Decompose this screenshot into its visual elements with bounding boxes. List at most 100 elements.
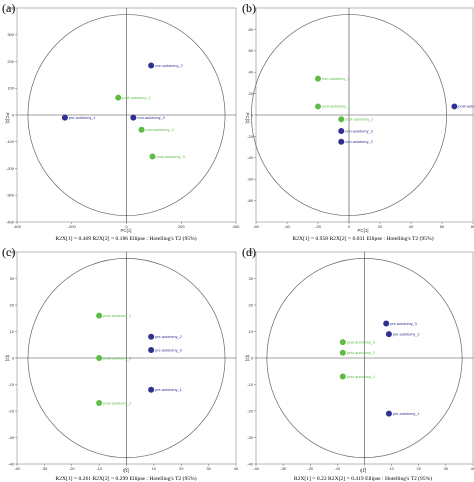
- panel-b-caption: R2X[1] = 0.958 R2X[2] = 0.031 Ellipse : …: [292, 235, 433, 242]
- panel-a-point-label: non-autotomy_3: [137, 116, 164, 120]
- panel-b-ytick-label: -20: [247, 134, 254, 139]
- panel-a-ytick-label: 100: [7, 86, 14, 91]
- panel-c-xtick-label: 30: [206, 466, 211, 471]
- panel-d-point: [385, 410, 392, 417]
- panel-b-point-label: post-autotomy_2: [345, 118, 373, 122]
- panel-d-ytick-label: 0: [251, 355, 254, 360]
- panel-a-point-label: non-autotomy_2: [155, 64, 182, 68]
- panel-c-ytick-label: 40: [10, 249, 15, 254]
- panel-c-xlabel: t[1]: [123, 468, 129, 473]
- panel-b-xtick-label: -60: [253, 224, 260, 229]
- panel-d-ytick-label: -40: [247, 461, 254, 466]
- panel-d-ytick-label: 40: [249, 249, 254, 254]
- panel-b-ytick-label: 0: [251, 112, 254, 117]
- panel-a-point: [149, 153, 156, 160]
- panel-d-point-label: post-autotomy_2: [347, 351, 375, 355]
- panel-b-xtick-label: 0: [348, 224, 351, 229]
- panel-c-xtick-label: -10: [96, 466, 103, 471]
- panel-d-xtick-label: 40: [471, 466, 474, 471]
- panel-a-ytick-label: 400: [7, 5, 14, 10]
- panel-a-point-label: post-autotomy_2: [146, 128, 174, 132]
- panel-c-xtick-label: 10: [152, 466, 157, 471]
- panel-b-ylabel: PC[2]: [245, 113, 250, 124]
- panel-c-point-label: pre-autotomy_3: [155, 348, 182, 352]
- panel-d-point: [339, 349, 346, 356]
- panel-a-ytick-label: 300: [7, 32, 14, 37]
- panel-b-point: [338, 138, 345, 145]
- panel-b-point: [315, 75, 321, 82]
- panel-c-ytick-label: 10: [10, 329, 15, 334]
- panel-d-point: [385, 331, 392, 338]
- panel-c-ytick-label: 30: [10, 276, 15, 281]
- panel-c-xtick-label: -20: [69, 466, 76, 471]
- panel-b-xlabel: PC[1]: [358, 228, 369, 233]
- panel-c-xtick-label: 40: [234, 466, 239, 471]
- panel-d-letter: (d): [242, 245, 256, 259]
- panel-a-ytick-label: -400: [6, 219, 15, 224]
- panel-c-point: [148, 386, 155, 393]
- panel-b-xtick-label: -40: [284, 224, 291, 229]
- panel-b-xtick-label: 60: [440, 224, 445, 229]
- panel-d-xtick-label: 10: [389, 466, 394, 471]
- panel-d-point: [339, 339, 346, 346]
- panel-a-xtick-label: -400: [13, 224, 22, 229]
- panel-d-ytick-label: -20: [247, 408, 254, 413]
- panel-c-point: [148, 333, 155, 340]
- panel-d-xtick-label: 0: [363, 466, 366, 471]
- panel-b-ytick-label: 20: [249, 91, 254, 96]
- panel-c-point: [96, 312, 103, 319]
- panel-c-point-label: pre-autotomy_1: [155, 388, 182, 392]
- panel-d-point-label: post-autotomy_1: [347, 375, 375, 379]
- panel-a-ytick-label: -100: [6, 139, 15, 144]
- panel-b-ytick-label: 80: [249, 27, 254, 32]
- panel-b-ytick-label: 60: [249, 48, 254, 53]
- panel-b-point: [315, 103, 321, 110]
- panel-a-point: [130, 114, 137, 121]
- panel-c-xtick-label: 20: [179, 466, 184, 471]
- panel-c-point: [148, 347, 155, 354]
- panel-c-xtick-label: -40: [14, 466, 21, 471]
- panel-a-point-label: post-autotomy_3: [157, 155, 185, 159]
- panel-b-letter: (b): [242, 1, 256, 15]
- panel-b-point-label: non-autotomy_1: [322, 77, 349, 81]
- panel-a-xtick-label: 0: [125, 224, 128, 229]
- panel-a-point-label: pre-autotomy_1: [69, 116, 96, 120]
- panel-d-point: [383, 320, 390, 327]
- panel-d-ytick-label: 10: [249, 329, 254, 334]
- panel-d-point-label: pre-autotomy_2: [393, 332, 420, 336]
- panel-d-xtick-label: -10: [334, 466, 341, 471]
- panel-d-xtick-label: 20: [417, 466, 422, 471]
- panel-b-ytick-label: 40: [249, 70, 254, 75]
- panel-b-ytick-label: -40: [247, 155, 254, 160]
- panel-c-point: [96, 355, 103, 361]
- panel-b-xtick-label: 80: [471, 224, 474, 229]
- panel-a-caption: R2X[1] = 0.469 R2X[2] = 0.186 Ellipse : …: [55, 235, 196, 242]
- panel-c-point: [96, 400, 103, 407]
- panel-d-ylabel: t[2]: [245, 355, 250, 361]
- panel-c-point-label: pre-autotomy_2: [155, 335, 182, 339]
- panel-d-point-label: pre-autotomy_3: [390, 322, 417, 326]
- panel-a-point: [148, 62, 155, 69]
- panel-b-xtick-label: -20: [315, 224, 322, 229]
- panel-a-point-label: post-autotomy_1: [122, 96, 150, 100]
- panel-c-letter: (c): [2, 245, 15, 259]
- panel-c-caption: R2X[1] = 0.261 R2X[2] = 0.299 Ellipse : …: [55, 475, 196, 482]
- panel-b-point-label: non-autotomy_3: [345, 129, 372, 133]
- panel-c-ytick-label: 0: [12, 355, 15, 360]
- panel-c-xtick-label: -30: [41, 466, 48, 471]
- panel-a-point: [138, 126, 145, 133]
- panel-d: (d) t[2] t[1] R2X[1] = 0.22 R2X[2] = 0.4…: [242, 245, 474, 482]
- panel-a-ytick-label: 0: [12, 112, 15, 117]
- panel-c-point-label: post-autotomy_2: [103, 401, 131, 405]
- panel-a-ytick-label: 200: [7, 59, 14, 64]
- panel-b-ytick-label: -60: [247, 177, 254, 182]
- panel-a-point: [61, 114, 68, 121]
- panel-c-ytick-label: -40: [8, 461, 15, 466]
- panel-b-xtick-label: 40: [409, 224, 414, 229]
- panel-d-caption: R2X[1] = 0.22 R2X[2] = 0.419 Ellipse : H…: [294, 475, 432, 482]
- panel-a-xtick-label: 200: [178, 224, 185, 229]
- panel-a-xlabel: PC[1]: [121, 228, 132, 233]
- panel-a-ytick-label: -200: [6, 166, 15, 171]
- panel-d-point: [339, 373, 346, 380]
